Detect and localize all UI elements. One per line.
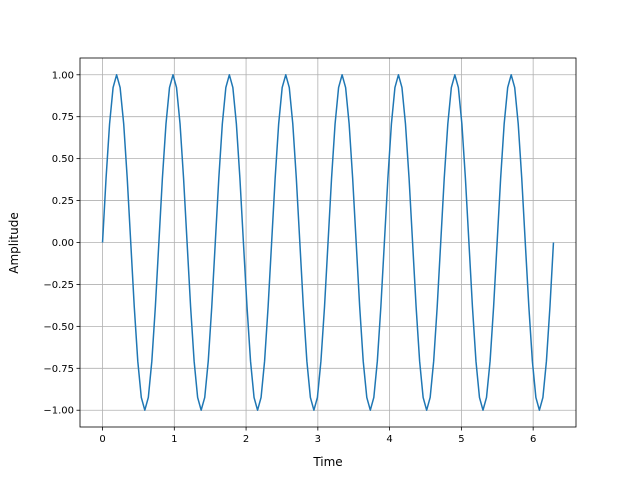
- line-series: [101, 74, 555, 411]
- y-tick-label: 1.00: [52, 70, 74, 81]
- x-tick-label: 4: [386, 434, 392, 445]
- y-tick-label: 0.50: [52, 154, 74, 165]
- x-tick-label: 5: [458, 434, 464, 445]
- y-axis-label: Amplitude: [7, 212, 21, 274]
- x-axis-label: Time: [312, 455, 342, 469]
- plot-frame: [79, 57, 577, 428]
- x-tick-label: 2: [243, 434, 249, 445]
- y-tick-label: −0.50: [43, 322, 74, 333]
- x-tick-label: 3: [315, 434, 321, 445]
- y-tick-label: −0.25: [43, 280, 74, 291]
- x-tick-label: 1: [171, 434, 177, 445]
- y-tick-label: −1.00: [43, 406, 74, 417]
- y-tick-label: −0.75: [43, 364, 74, 375]
- y-tick-label: 0.00: [52, 238, 74, 249]
- x-tick-label: 0: [99, 434, 105, 445]
- x-tick-label: 6: [530, 434, 536, 445]
- y-tick-label: 0.75: [52, 112, 74, 123]
- y-tick-label: 0.25: [52, 196, 74, 207]
